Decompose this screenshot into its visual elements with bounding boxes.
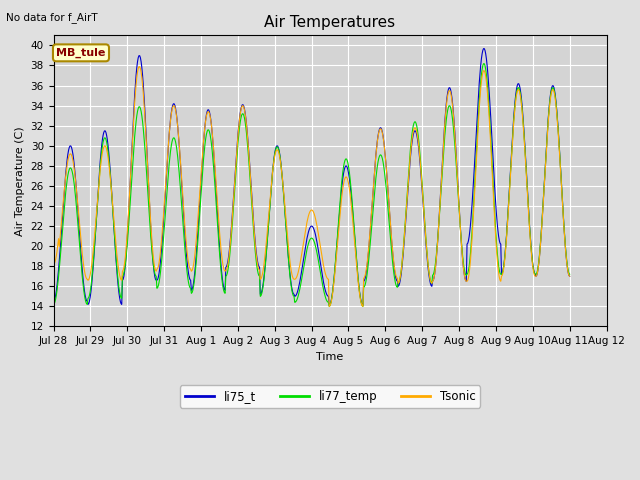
li77_temp [480, 61, 488, 67]
li75_t [480, 46, 488, 51]
Text: No data for f_AirT: No data for f_AirT [6, 12, 98, 23]
li75_t [566, 273, 573, 279]
Y-axis label: Air Temperature (C): Air Temperature (C) [15, 126, 25, 236]
Tsonic [135, 64, 143, 70]
li77_temp [325, 303, 333, 309]
li77_temp [375, 156, 383, 161]
li75_t [375, 129, 383, 135]
Tsonic [390, 265, 398, 271]
Text: MB_tule: MB_tule [56, 48, 106, 58]
li77_temp [50, 301, 58, 307]
li75_t [164, 142, 172, 147]
li75_t [192, 260, 200, 265]
li77_temp [390, 270, 397, 276]
li77_temp [192, 265, 200, 271]
li75_t [59, 208, 67, 214]
Tsonic [50, 261, 58, 267]
li75_t [50, 299, 58, 304]
li75_t [112, 256, 120, 262]
Tsonic [165, 132, 173, 137]
Tsonic [376, 127, 383, 133]
li77_temp [59, 222, 67, 228]
Line: li77_temp: li77_temp [54, 64, 570, 306]
X-axis label: Time: Time [316, 352, 344, 362]
Tsonic [193, 236, 200, 241]
Tsonic [112, 242, 120, 248]
Tsonic [59, 203, 67, 209]
li75_t [390, 262, 397, 268]
Tsonic [325, 303, 333, 309]
li77_temp [566, 271, 573, 277]
Tsonic [566, 273, 573, 279]
li77_temp [112, 254, 120, 260]
li75_t [325, 302, 333, 308]
Line: Tsonic: Tsonic [54, 67, 570, 306]
Title: Air Temperatures: Air Temperatures [264, 15, 396, 30]
Legend: li75_t, li77_temp, Tsonic: li75_t, li77_temp, Tsonic [180, 385, 480, 408]
Line: li75_t: li75_t [54, 48, 570, 305]
li77_temp [164, 169, 172, 175]
